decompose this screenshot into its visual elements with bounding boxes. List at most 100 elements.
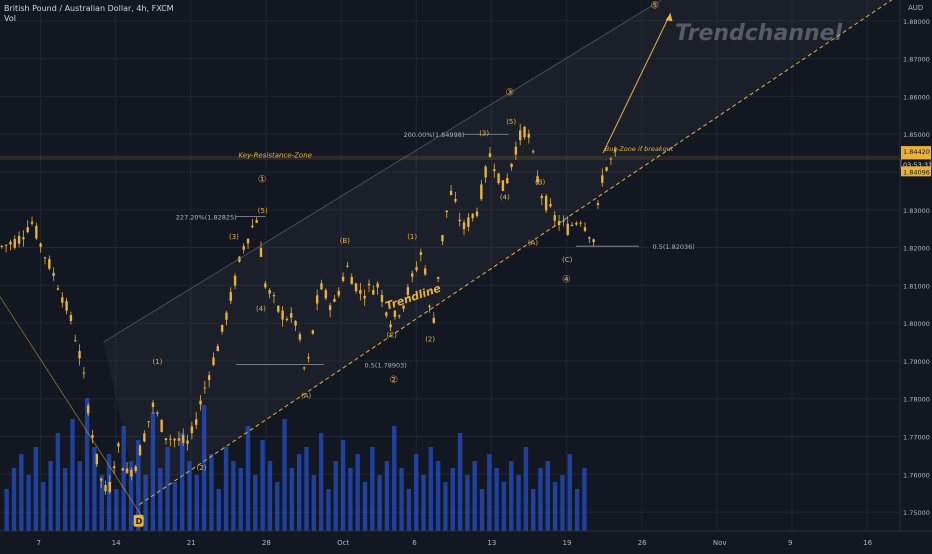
candle-body: [4, 244, 8, 246]
candle-body: [216, 346, 219, 352]
candle-body: [341, 276, 345, 281]
candle-body: [346, 265, 349, 267]
volume-bar: [370, 447, 375, 531]
fib-level-label: 227.20%(1.82825): [176, 213, 237, 221]
candle-body: [359, 290, 362, 294]
candle-body: [30, 221, 34, 224]
candle-body: [43, 257, 47, 259]
candle-body: [203, 387, 207, 389]
candle-body: [592, 239, 595, 242]
wave-label: (5): [258, 207, 268, 215]
candle-body: [566, 223, 569, 235]
volume-bar: [435, 461, 441, 531]
volume-bar: [77, 461, 83, 531]
candle-body: [436, 276, 440, 279]
candle-body: [186, 440, 189, 444]
candle-body: [17, 235, 21, 244]
symbol-title[interactable]: British Pound / Australian Dollar, 4h, F…: [4, 4, 174, 13]
candle-body: [380, 294, 384, 302]
candle-body: [544, 196, 548, 211]
wave-label: (2): [425, 335, 435, 343]
candle-body: [121, 468, 124, 471]
wave-label: (5): [506, 118, 516, 126]
price-tick-label: 1.75000: [903, 509, 930, 517]
time-tick-label: 21: [187, 539, 196, 547]
price-label: 1.84096: [903, 168, 930, 176]
candle-body: [35, 225, 38, 239]
candle-body: [294, 320, 297, 326]
candle-body: [588, 237, 591, 239]
candle-body: [82, 372, 86, 374]
trendline[interactable]: [139, 0, 901, 505]
candle-body: [160, 419, 163, 433]
candle-body: [182, 435, 185, 443]
volume-indicator-label[interactable]: Vol: [4, 14, 16, 23]
projection-line[interactable]: [602, 13, 671, 154]
projection-arrowhead: [665, 13, 673, 22]
wave-label: (B): [535, 178, 546, 186]
candle-body: [173, 438, 176, 441]
volume-bar: [545, 461, 551, 531]
candle-body: [514, 146, 518, 155]
volume-bar: [377, 475, 382, 531]
volume-bar: [304, 447, 309, 531]
wave-badge: [133, 514, 144, 527]
candle-body: [372, 290, 375, 295]
volume-bar: [99, 475, 104, 531]
candle-body: [281, 310, 284, 320]
candle-body: [570, 224, 574, 226]
time-tick-label: 16: [863, 539, 872, 547]
volume-bar: [260, 440, 265, 531]
chart-header: British Pound / Australian Dollar, 4h, F…: [4, 4, 174, 24]
volume-bar: [209, 454, 214, 531]
volume-bar: [560, 475, 565, 531]
candle-body: [238, 256, 241, 262]
volume-bar: [289, 468, 295, 531]
volume-bar: [333, 461, 338, 531]
candle-body: [22, 237, 25, 240]
candle-body: [169, 438, 172, 440]
volume-bar: [187, 461, 192, 531]
candle-body: [389, 324, 392, 328]
wave-label: (B): [340, 237, 351, 245]
channel-upper-line[interactable]: [103, 0, 671, 343]
candle-body: [462, 222, 466, 230]
volume-bar: [165, 447, 170, 531]
candle-body: [480, 184, 483, 200]
candle-body: [104, 485, 107, 492]
candle-body: [605, 167, 608, 171]
volume-bar: [465, 475, 470, 531]
volume-bar: [245, 426, 251, 531]
wave-label: (4): [256, 305, 266, 313]
volume-bar: [267, 461, 273, 531]
volume-bar: [121, 426, 126, 531]
volume-bar: [392, 426, 397, 531]
candle-body: [540, 196, 543, 199]
time-axis[interactable]: [0, 531, 932, 550]
price-tick-label: 1.80000: [903, 320, 930, 328]
price-tick-label: 1.77000: [903, 434, 930, 442]
price-tick-label: 1.88000: [903, 18, 930, 26]
candle-body: [596, 203, 600, 205]
volume-bar: [494, 468, 499, 531]
candle-body: [324, 290, 327, 299]
volume-bar: [55, 433, 61, 531]
volume-bar: [479, 489, 485, 531]
candle-body: [419, 252, 423, 255]
volume-bar: [150, 412, 156, 531]
volume-bar: [567, 454, 572, 531]
candle-body: [277, 305, 280, 312]
volume-bar: [253, 475, 258, 531]
price-tick-label: 1.87000: [903, 56, 930, 64]
candle-body: [363, 295, 366, 299]
volume-bar: [340, 440, 346, 531]
volume-bar: [11, 468, 17, 531]
volume-bar: [194, 475, 200, 531]
descending-line[interactable]: [0, 296, 145, 520]
price-axis[interactable]: [900, 0, 932, 550]
candle-body: [195, 419, 198, 425]
volume-bar: [26, 475, 31, 531]
resistance-zone[interactable]: [0, 155, 901, 160]
